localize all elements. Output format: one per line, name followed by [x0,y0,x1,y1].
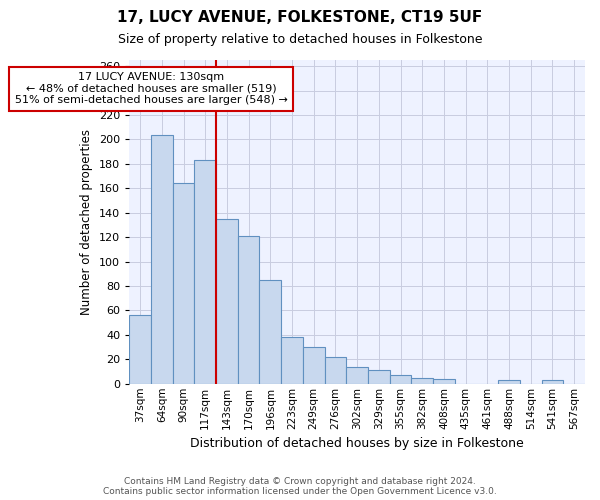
Bar [325,357,346,384]
Y-axis label: Number of detached properties: Number of detached properties [80,129,94,315]
Bar [216,219,238,384]
Bar [194,160,216,384]
Text: Size of property relative to detached houses in Folkestone: Size of property relative to detached ho… [118,32,482,46]
X-axis label: Distribution of detached houses by size in Folkestone: Distribution of detached houses by size … [190,437,524,450]
Text: 17, LUCY AVENUE, FOLKESTONE, CT19 5UF: 17, LUCY AVENUE, FOLKESTONE, CT19 5UF [118,10,482,25]
Bar [259,280,281,384]
Text: Contains HM Land Registry data © Crown copyright and database right 2024.: Contains HM Land Registry data © Crown c… [124,477,476,486]
Bar [346,366,368,384]
Bar [498,380,520,384]
Bar [129,316,151,384]
Bar [412,378,433,384]
Bar [542,380,563,384]
Bar [238,236,259,384]
Bar [433,379,455,384]
Bar [389,375,412,384]
Bar [303,347,325,384]
Text: 17 LUCY AVENUE: 130sqm
← 48% of detached houses are smaller (519)
51% of semi-de: 17 LUCY AVENUE: 130sqm ← 48% of detached… [14,72,287,106]
Bar [368,370,389,384]
Bar [151,134,173,384]
Bar [173,184,194,384]
Text: Contains public sector information licensed under the Open Government Licence v3: Contains public sector information licen… [103,487,497,496]
Bar [281,338,303,384]
